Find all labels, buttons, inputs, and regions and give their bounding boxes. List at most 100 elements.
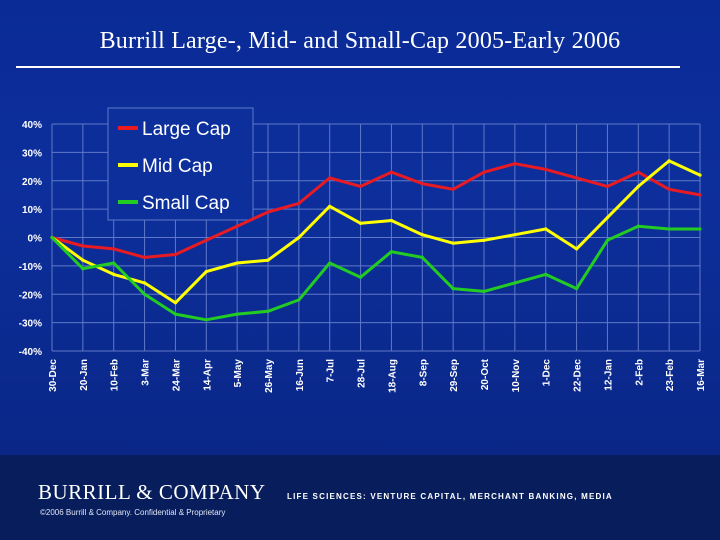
data-point (605, 184, 610, 189)
data-point (112, 247, 116, 251)
data-point (574, 176, 579, 180)
line-chart: 40% 30% 20% 10% 0% -10% -20% -30% -40% 30-Dec 20-… (19, 107, 707, 393)
data-point (358, 184, 363, 189)
slide-background (0, 0, 720, 455)
y-tick-label: 40% (22, 120, 42, 131)
data-point (698, 173, 702, 177)
data-point (173, 312, 178, 316)
y-tick-label: -40% (19, 347, 42, 358)
data-point (420, 255, 424, 259)
data-point (636, 184, 640, 189)
x-tick-label: 1-Dec (542, 359, 553, 387)
x-tick-label: 16-Mar (696, 359, 707, 391)
data-point (513, 281, 517, 285)
x-tick-label: 16-Jun (295, 359, 306, 391)
data-point (112, 272, 116, 276)
legend: Large Cap Mid Cap Small Cap (107, 107, 254, 221)
data-point (420, 181, 424, 186)
data-point (204, 318, 208, 322)
data-point (389, 250, 394, 254)
legend-label: Mid Cap (142, 156, 213, 177)
y-tick-label: 20% (22, 177, 42, 188)
footer-band (0, 455, 720, 540)
x-tick-label: 7-Jul (326, 359, 337, 383)
data-point (513, 162, 517, 166)
data-point (266, 309, 270, 313)
data-point (698, 193, 702, 197)
data-point (235, 312, 239, 316)
data-point (235, 224, 239, 228)
y-tick-label: -20% (19, 290, 42, 301)
data-point (297, 201, 301, 206)
data-point (328, 204, 332, 208)
data-point (389, 170, 394, 174)
data-point (50, 235, 54, 240)
data-point (204, 269, 208, 274)
data-point (698, 227, 702, 231)
x-tick-label: 8-Sep (418, 359, 429, 386)
x-tick-label: 23-Feb (665, 359, 676, 391)
slide-title: Burrill Large-, Mid- and Small-Cap 2005-… (99, 28, 621, 54)
data-point (451, 241, 455, 245)
x-tick-label: 29-Sep (449, 359, 460, 392)
data-point (544, 167, 548, 171)
x-tick-label: 12-Jan (603, 359, 614, 391)
series-line-small-cap (50, 224, 702, 322)
data-point (81, 244, 85, 248)
data-point (112, 261, 116, 265)
data-point (636, 224, 640, 228)
data-point (605, 238, 610, 242)
data-point (574, 247, 579, 251)
x-tick-label: 26-May (264, 359, 275, 393)
tagline-text: LIFE SCIENCES: VENTURE CAPITAL, MERCHANT… (287, 492, 613, 501)
y-axis-ticks: 40% 30% 20% 10% 0% -10% -20% -30% -40% (19, 120, 42, 358)
x-tick-label: 18-Aug (387, 359, 398, 393)
data-point (297, 235, 301, 240)
data-point (482, 289, 486, 294)
data-point (81, 258, 85, 262)
data-point (482, 238, 486, 242)
x-tick-label: 3-Mar (141, 359, 152, 386)
x-tick-label: 24-Mar (171, 359, 182, 391)
data-point (235, 261, 239, 265)
x-tick-label: 10-Nov (511, 359, 522, 393)
data-point (544, 272, 548, 276)
data-point (667, 159, 671, 163)
data-point (358, 275, 363, 279)
data-point (482, 170, 486, 174)
brand-logo-text: BURRILL & COMPANY (38, 480, 266, 504)
x-tick-label: 28-Jul (357, 359, 368, 388)
data-point (204, 238, 208, 242)
data-point (667, 227, 671, 231)
series-lines (50, 159, 702, 322)
series-line-mid-cap (50, 159, 702, 305)
data-point (173, 252, 178, 257)
data-point (513, 233, 517, 237)
data-point (636, 170, 640, 174)
y-tick-label: 10% (22, 205, 42, 216)
title-divider (16, 66, 680, 68)
y-tick-label: 30% (22, 148, 42, 159)
data-point (142, 255, 147, 259)
data-point (328, 176, 332, 180)
data-point (574, 286, 579, 291)
data-point (328, 261, 332, 265)
data-point (173, 301, 178, 305)
data-point (142, 281, 147, 285)
legend-label: Small Cap (142, 193, 230, 214)
data-point (667, 187, 671, 191)
x-tick-label: 20-Oct (480, 358, 491, 390)
x-axis-ticks: 30-Dec 20-Jan 10-Feb 3-Mar 24-Mar 14-Apr 5-May… (48, 358, 707, 393)
data-point (266, 210, 270, 214)
x-tick-label: 14-Apr (202, 359, 213, 391)
x-tick-label: 20-Jan (79, 359, 90, 391)
data-point (420, 233, 424, 237)
data-point (81, 267, 85, 271)
x-tick-label: 2-Feb (634, 359, 645, 386)
x-tick-label: 10-Feb (110, 359, 121, 391)
x-tick-label: 22-Dec (573, 359, 584, 392)
series-line-large-cap (50, 162, 702, 259)
data-point (358, 221, 363, 225)
legend-label: Large Cap (142, 119, 231, 140)
x-tick-label: 5-May (233, 359, 244, 388)
